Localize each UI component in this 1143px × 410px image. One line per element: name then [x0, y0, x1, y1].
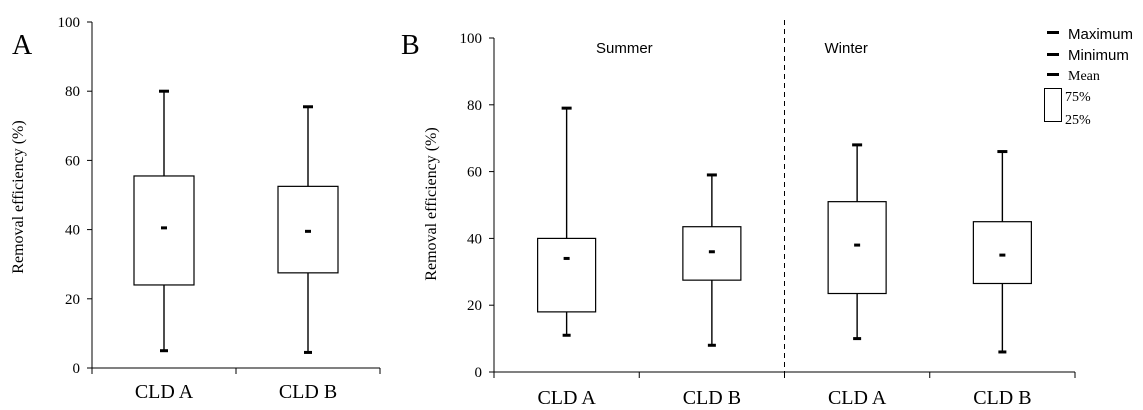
- panel-b-mean-marker: [708, 250, 715, 254]
- legend-maximum-marker: [1047, 31, 1059, 34]
- panel-b-max-marker: [852, 143, 863, 147]
- panel-a-mean-marker: [305, 229, 311, 233]
- panel-a-min-marker: [160, 349, 168, 353]
- panel-a-y-axis-label: Removal efficiency (%): [10, 120, 27, 273]
- panel-b-box: [972, 221, 1032, 285]
- panel-b: 0 20 40 60 80 100 CLD A CLD B CLD A CLD B Summer Wi…: [460, 20, 1076, 409]
- legend-q75-label: 75%: [1065, 90, 1091, 105]
- panel-b-mean-marker: [854, 243, 861, 247]
- panel-b-min-marker: [562, 333, 571, 337]
- panel-b-group-label-winter: Winter: [825, 40, 868, 57]
- panel-b-y-tick-label: 40: [467, 231, 482, 247]
- panel-b-group-label-summer: Summer: [596, 40, 653, 57]
- panel-b-max-marker: [997, 150, 1008, 154]
- panel-a-y-tick-label: 60: [65, 153, 80, 169]
- panel-a-y-tick-label: 80: [65, 84, 80, 100]
- panel-b-y-tick-label: 20: [467, 298, 482, 314]
- panel-a-y-tick-label: 40: [65, 223, 80, 239]
- legend-box-marker: [1044, 88, 1062, 122]
- panel-b-box: [682, 226, 742, 281]
- panel-a-box: [133, 175, 195, 286]
- legend-minimum-label: Minimum: [1068, 47, 1129, 64]
- panel-a-label: A: [12, 30, 33, 61]
- legend-mean-label: Mean: [1068, 69, 1100, 84]
- legend-mean-marker: [1047, 73, 1059, 76]
- legend-minimum-marker: [1047, 53, 1059, 56]
- panel-a-box: [277, 185, 339, 274]
- panel-a-y-tick-label: 0: [73, 361, 81, 377]
- panel-b-max-marker: [561, 106, 572, 110]
- panel-a-y-tick-label: 100: [58, 15, 81, 31]
- panel-b-category-label: CLD A: [828, 387, 887, 409]
- panel-b-mean-marker: [999, 253, 1006, 257]
- panel-b-y-tick-label: 60: [467, 165, 482, 181]
- panel-b-min-marker: [707, 343, 716, 347]
- panel-a-y-tick-label: 20: [65, 292, 80, 308]
- panel-a-category-label: CLD B: [279, 381, 337, 403]
- legend-q25-label: 25%: [1065, 113, 1091, 128]
- panel-b-category-label: CLD B: [683, 387, 741, 409]
- panel-b-box: [827, 201, 887, 295]
- panel-b-max-marker: [706, 173, 717, 177]
- panel-a: 0 20 40 60 80 100 CLD A CLD B: [58, 15, 381, 403]
- panel-b-y-axis-label: Removal efficiency (%): [423, 127, 440, 280]
- panel-a-mean-marker: [161, 226, 167, 230]
- panel-a-max-marker: [159, 89, 169, 93]
- legend: Maximum Minimum Mean 75% 25%: [1044, 26, 1133, 128]
- panel-b-mean-marker: [563, 256, 570, 260]
- panel-a-min-marker: [304, 350, 312, 354]
- panel-a-category-label: CLD A: [135, 381, 194, 403]
- panel-b-y-tick-label: 0: [475, 365, 483, 381]
- panel-b-box: [537, 237, 597, 313]
- panel-b-category-label: CLD A: [537, 387, 596, 409]
- panel-b-y-tick-label: 80: [467, 98, 482, 114]
- panel-a-max-marker: [303, 105, 313, 109]
- panel-b-y-tick-label: 100: [460, 31, 483, 47]
- panel-b-label: B: [401, 30, 420, 61]
- panel-b-min-marker: [998, 350, 1007, 354]
- panel-b-category-label: CLD B: [973, 387, 1031, 409]
- legend-maximum-label: Maximum: [1068, 26, 1133, 43]
- panel-b-min-marker: [853, 337, 862, 341]
